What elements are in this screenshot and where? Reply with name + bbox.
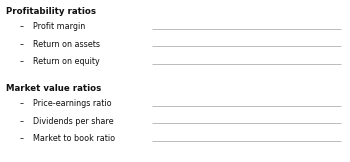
Text: Profit margin: Profit margin bbox=[33, 22, 85, 31]
Text: Price-earnings ratio: Price-earnings ratio bbox=[33, 99, 112, 108]
Text: –: – bbox=[19, 117, 23, 126]
Text: Return on equity: Return on equity bbox=[33, 57, 100, 66]
Text: –: – bbox=[19, 40, 23, 49]
Text: –: – bbox=[19, 134, 23, 143]
Text: –: – bbox=[19, 99, 23, 108]
Text: Dividends per share: Dividends per share bbox=[33, 117, 114, 126]
Text: –: – bbox=[19, 57, 23, 66]
Text: Market value ratios: Market value ratios bbox=[6, 84, 101, 93]
Text: Profitability ratios: Profitability ratios bbox=[6, 7, 96, 16]
Text: –: – bbox=[19, 22, 23, 31]
Text: Market to book ratio: Market to book ratio bbox=[33, 134, 116, 143]
Text: Return on assets: Return on assets bbox=[33, 40, 100, 49]
